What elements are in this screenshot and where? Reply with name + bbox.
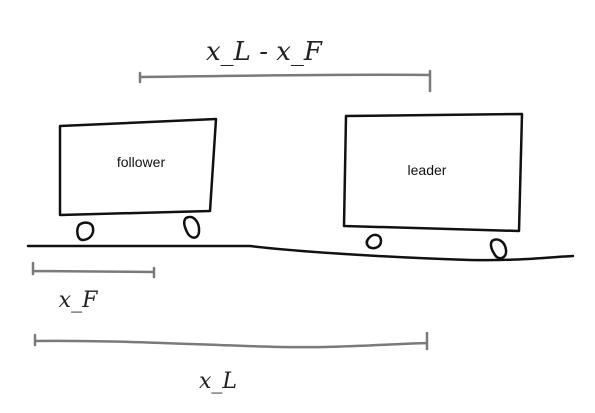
leader-vehicle: leader <box>342 112 524 260</box>
leader-label: leader <box>408 162 447 178</box>
follower-front-wheel <box>182 215 201 239</box>
leader-box <box>342 112 524 233</box>
follower-box <box>58 117 218 217</box>
leader-position-line <box>33 331 429 351</box>
gap-measure-label: x_L - x_F <box>206 37 323 67</box>
leader-rear-wheel <box>365 233 383 250</box>
leader-front-wheel <box>489 238 508 260</box>
road-line <box>26 244 575 262</box>
gap-measure: x_L - x_F <box>138 37 432 93</box>
follower-vehicle: follower <box>58 117 218 242</box>
follower-position-line <box>31 261 156 279</box>
follower-rear-wheel <box>76 221 95 242</box>
gap-measure-line <box>138 69 432 93</box>
follower-label: follower <box>117 154 166 170</box>
follower-position-label: x_F <box>59 288 98 313</box>
leader-position-measure: x_L <box>33 331 429 394</box>
follower-position-measure: x_F <box>31 261 156 313</box>
leader-position-label: x_L <box>199 369 237 394</box>
